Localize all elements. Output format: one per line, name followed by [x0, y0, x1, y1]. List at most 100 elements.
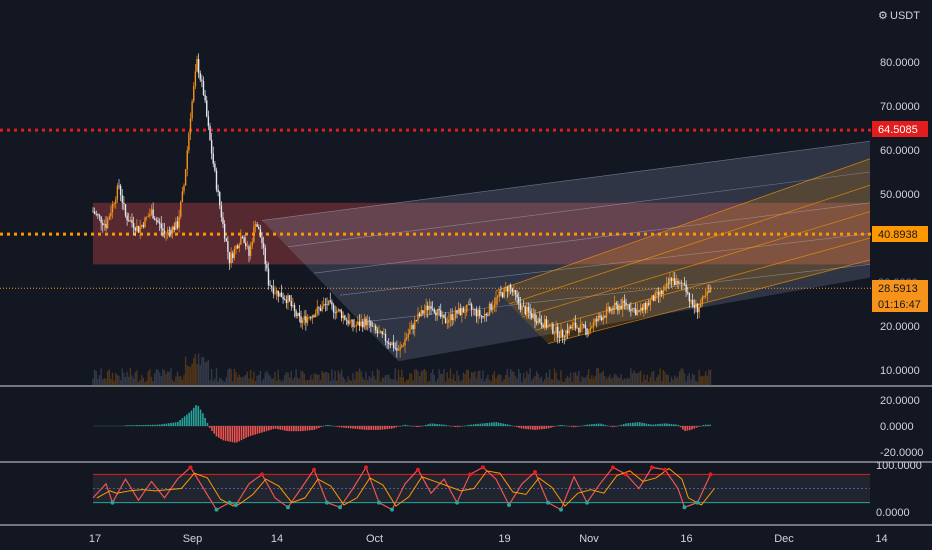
candle-body: [422, 310, 424, 314]
candle-body: [644, 303, 647, 310]
volume-bar: [407, 379, 409, 385]
volume-bar: [332, 380, 335, 385]
candle-body: [308, 317, 310, 319]
candle-body: [147, 216, 149, 217]
volume-bar: [329, 381, 331, 385]
candle-body: [392, 342, 395, 349]
volume-bar: [295, 369, 297, 385]
macd-histogram-bar: [270, 426, 272, 430]
candle-body: [687, 292, 689, 294]
volume-bar: [284, 375, 286, 385]
stochastic-pane[interactable]: [92, 465, 870, 512]
candle-body: [496, 296, 499, 298]
candle-body: [285, 299, 288, 304]
time-label: Dec: [774, 533, 794, 545]
pitchfork-line: [547, 259, 871, 344]
volume-bar: [141, 375, 143, 385]
volume-bar: [552, 379, 554, 385]
candle-body: [431, 308, 434, 310]
candle-body: [142, 224, 145, 227]
volume-bar: [433, 374, 435, 385]
stoch-oversold-dot: [507, 502, 511, 507]
candle-body: [519, 303, 522, 310]
volume-bar: [599, 373, 601, 385]
candle-body: [495, 297, 497, 305]
volume-bar: [207, 359, 210, 385]
macd-histogram-bar: [461, 426, 463, 427]
candle-body: [444, 318, 447, 323]
volume-bar: [418, 376, 421, 385]
volume-bar: [217, 381, 219, 385]
macd-histogram-bar: [192, 407, 195, 426]
settings-icon[interactable]: ⚙: [878, 10, 888, 22]
candle-body: [417, 313, 419, 321]
price-pane[interactable]: [0, 53, 872, 385]
volume-bar: [516, 378, 518, 385]
candle-body: [358, 321, 361, 326]
candle-body: [206, 100, 208, 117]
volume-bar: [427, 381, 429, 385]
candle-body: [529, 311, 531, 314]
volume-bar: [149, 368, 151, 385]
candle-body: [95, 213, 97, 215]
macd-histogram-bar: [563, 425, 566, 426]
currency-label[interactable]: USDT: [890, 10, 920, 22]
volume-bar: [160, 376, 162, 385]
time-axis[interactable]: 17 Sep 14 Oct 19 Nov 16 Dec 14: [89, 533, 888, 545]
candle-body: [342, 315, 344, 319]
time-label: 19: [498, 533, 510, 545]
macd-histogram-bar: [700, 425, 702, 427]
volume-bar: [214, 378, 216, 385]
candle-body: [565, 330, 567, 338]
candle-body: [290, 300, 292, 307]
volume-bar: [282, 380, 284, 385]
volume-bar: [401, 369, 403, 385]
volume-bar: [596, 368, 598, 385]
candle-body: [690, 299, 692, 302]
macd-histogram-bar: [506, 424, 509, 426]
macd-histogram-bar: [126, 425, 129, 426]
volume-bar: [324, 371, 327, 385]
macd-histogram-bar: [229, 426, 231, 442]
volume-bar: [542, 381, 544, 385]
macd-histogram-bar: [217, 426, 220, 438]
volume-bar: [667, 374, 669, 385]
macd-histogram-bar: [388, 426, 391, 429]
candle-body: [405, 337, 408, 340]
candle-body: [119, 185, 122, 196]
macd-histogram-bar: [359, 426, 361, 430]
candle-body: [709, 287, 712, 293]
macd-histogram-bar: [349, 426, 352, 429]
candle-body: [144, 217, 146, 227]
volume-bar: [176, 371, 179, 385]
candle-body: [132, 223, 135, 228]
macd-histogram-bar: [188, 412, 190, 426]
volume-bar: [532, 377, 535, 385]
macd-histogram-bar: [136, 425, 138, 426]
candle-body: [214, 163, 216, 171]
candle-body: [149, 214, 151, 217]
volume-bar: [461, 379, 463, 385]
macd-pane[interactable]: [93, 405, 711, 443]
macd-histogram-bar: [338, 426, 341, 428]
volume-bar: [422, 369, 424, 385]
volume-bar: [290, 371, 292, 385]
candle-body: [110, 212, 112, 217]
volume-bar: [235, 372, 237, 385]
candle-body: [433, 309, 435, 313]
volume-bar: [691, 373, 694, 385]
stoch-overbought-dot: [260, 472, 264, 477]
candle-body: [553, 333, 556, 334]
stoch-overbought-dot: [650, 465, 654, 470]
volume-bar: [288, 377, 291, 385]
candle-body: [92, 211, 94, 213]
candle-body: [316, 307, 318, 314]
candle-body: [401, 345, 403, 348]
volume-bar: [379, 381, 382, 385]
volume-bar: [669, 381, 671, 385]
candle-body: [97, 214, 99, 216]
red-level-label: 64.5085: [878, 124, 918, 136]
candle-body: [544, 319, 546, 328]
price-axis[interactable]: 80.0000 70.0000 60.0000 50.0000 20.0000 10.00…: [880, 57, 920, 377]
